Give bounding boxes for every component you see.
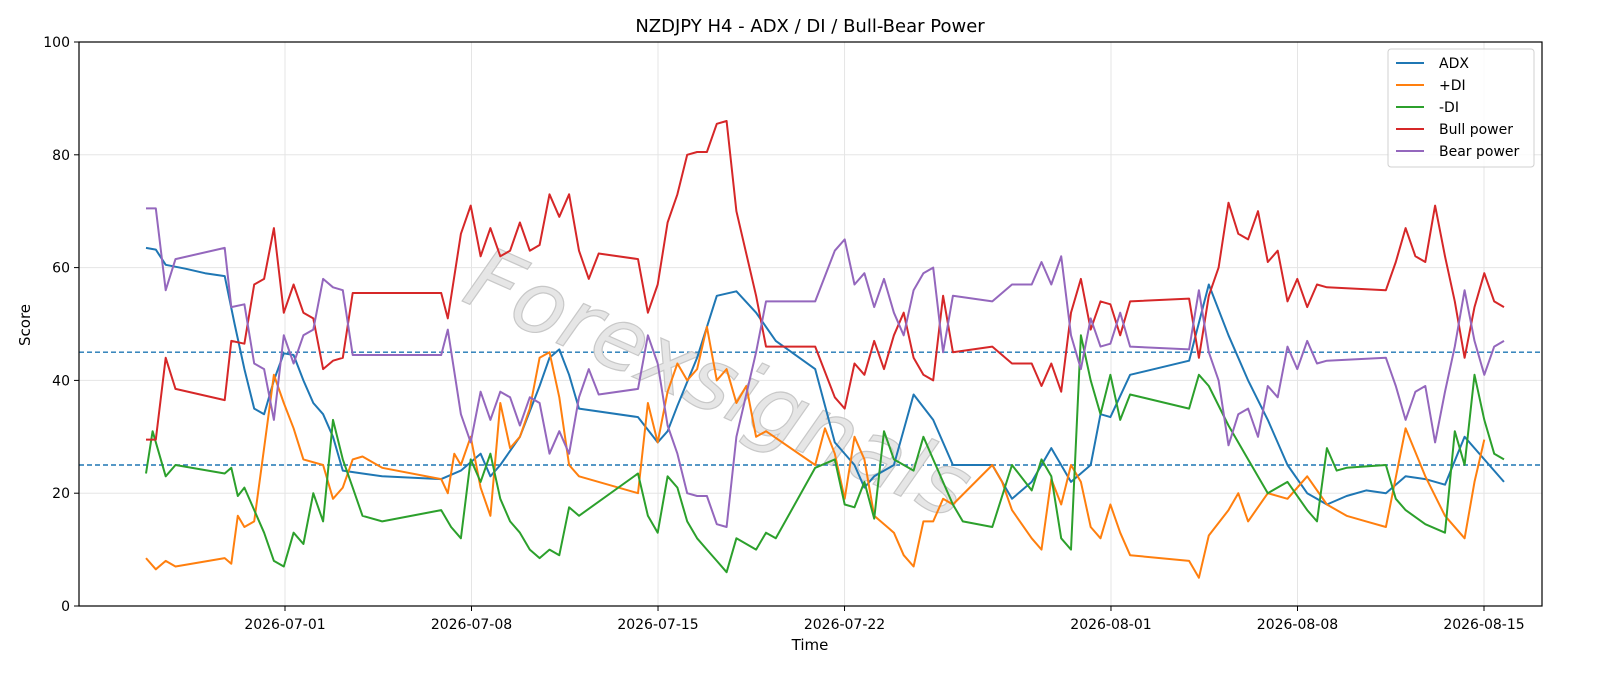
x-tick-label: 2026-07-08 bbox=[431, 617, 512, 633]
y-tick-label: 60 bbox=[52, 261, 70, 277]
y-tick-label: 100 bbox=[43, 35, 70, 51]
series-line-bear-power bbox=[146, 207, 1505, 528]
grid bbox=[79, 41, 1542, 607]
y-tick-label: 40 bbox=[52, 373, 70, 389]
y-tick-label: 80 bbox=[52, 148, 70, 164]
x-tick-label: 2026-07-01 bbox=[244, 617, 325, 633]
legend: ADX +DI -DI Bull power Bear power bbox=[1387, 48, 1535, 168]
x-tick-label: 2026-08-15 bbox=[1443, 617, 1524, 633]
plot-frame bbox=[78, 41, 1543, 607]
legend-label: +DI bbox=[1439, 78, 1466, 94]
y-tick-label: 0 bbox=[61, 599, 70, 615]
y-axis-ticks: 0 20 40 60 80 100 bbox=[43, 35, 79, 615]
series-line-di bbox=[145, 325, 1486, 579]
chart-title: NZDJPY H4 - ADX / DI / Bull-Bear Power bbox=[635, 16, 985, 37]
legend-box bbox=[1387, 48, 1535, 168]
series-line-di bbox=[145, 334, 1505, 574]
series-line-bull-power bbox=[146, 120, 1505, 441]
legend-label: ADX bbox=[1439, 56, 1469, 72]
x-axis-label: Time bbox=[791, 636, 829, 654]
legend-label: -DI bbox=[1439, 100, 1459, 116]
series-lines bbox=[145, 120, 1505, 579]
legend-label: Bear power bbox=[1439, 144, 1520, 160]
legend-label: Bull power bbox=[1439, 122, 1513, 138]
x-tick-label: 2026-07-15 bbox=[617, 617, 698, 633]
y-tick-label: 20 bbox=[52, 486, 70, 502]
y-axis-label: Score bbox=[16, 304, 34, 346]
x-tick-label: 2026-08-01 bbox=[1070, 617, 1151, 633]
x-tick-label: 2026-07-22 bbox=[804, 617, 885, 633]
x-tick-label: 2026-08-08 bbox=[1257, 617, 1338, 633]
x-axis-ticks: 2026-07-01 2026-07-08 2026-07-15 2026-07-22… bbox=[244, 606, 1525, 633]
series-line-adx bbox=[145, 246, 1505, 506]
